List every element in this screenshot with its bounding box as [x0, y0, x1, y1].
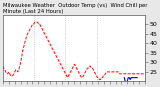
- Text: Milwaukee Weather  Outdoor Temp (vs)  Wind Chill per Minute (Last 24 Hours): Milwaukee Weather Outdoor Temp (vs) Wind…: [3, 3, 147, 14]
